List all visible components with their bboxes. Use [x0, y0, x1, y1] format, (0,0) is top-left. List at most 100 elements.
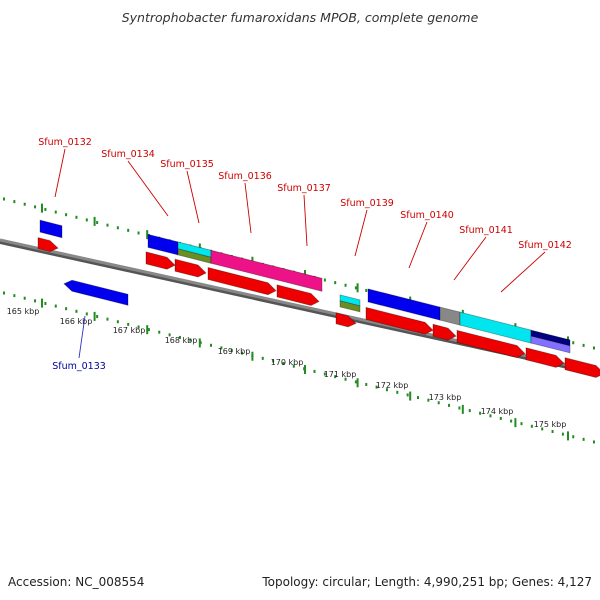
lower-tick-minor — [210, 343, 212, 347]
upper-tick-minor — [13, 200, 16, 204]
lower-tick-minor — [147, 328, 150, 332]
scale-label: 165 kbp — [7, 307, 40, 316]
lower-tick-major — [251, 351, 254, 361]
upper-tick-minor — [572, 341, 575, 345]
upper-tick-minor — [354, 286, 357, 290]
lower-tick-minor — [3, 291, 5, 295]
lower-tick-minor — [458, 406, 461, 410]
lower-tick-minor — [272, 359, 275, 363]
feature-block-blue — [39, 219, 63, 239]
lower-tick-minor — [168, 333, 171, 337]
lower-tick-major — [198, 338, 201, 348]
lower-tick-minor — [220, 346, 223, 350]
leader-line — [127, 160, 169, 217]
leader-line — [354, 209, 368, 257]
upper-tick-minor — [54, 210, 57, 214]
scale-label: 168 kbp — [165, 336, 198, 345]
genome-summary: Topology: circular; Length: 4,990,251 bp… — [261, 575, 592, 589]
lower-tick-minor — [230, 349, 233, 353]
cds-arrow-red — [174, 258, 207, 278]
lower-tick-minor — [365, 382, 368, 386]
leader-line — [186, 170, 200, 224]
upper-tick-minor — [106, 223, 109, 227]
map-title: Syntrophobacter fumaroxidans MPOB, compl… — [122, 10, 479, 25]
scale-label: 174 kbp — [481, 407, 514, 416]
gene-labels: Sfum_0132 Sfum_0133 Sfum_0134 Sfum_0135 Sfum… — [38, 137, 572, 372]
cds-arrow-red — [525, 347, 565, 368]
lower-tick-minor — [520, 422, 523, 426]
upper-tick-minor — [23, 202, 26, 206]
gene-label-sfum-0140[interactable]: Sfum_0140 — [400, 210, 454, 221]
upper-tick-major — [93, 216, 96, 226]
lower-tick-minor — [75, 309, 78, 313]
lower-tick-minor — [479, 411, 482, 415]
lower-tick-major — [461, 404, 464, 414]
lower-tick-minor — [468, 409, 471, 413]
cds-arrow-red — [276, 284, 320, 306]
gene-label-sfum-0137[interactable]: Sfum_0137 — [277, 183, 331, 194]
leader-line — [244, 182, 252, 234]
leader-line — [78, 315, 86, 359]
scale-label: 173 kbp — [429, 393, 462, 402]
lower-tick-minor — [334, 375, 337, 379]
cds-arrow-red — [432, 323, 457, 341]
gene-label-sfum-0141[interactable]: Sfum_0141 — [459, 225, 513, 236]
gene-label-sfum-0135[interactable]: Sfum_0135 — [160, 159, 214, 170]
gene-label-sfum-0134[interactable]: Sfum_0134 — [101, 149, 155, 160]
cds-arrow-red — [207, 266, 277, 296]
feature-block-olive — [339, 300, 361, 313]
upper-tick-minor — [3, 197, 5, 201]
cds-arrow-red — [456, 329, 526, 358]
upper-tick-major — [41, 203, 43, 213]
upper-tick-minor — [85, 218, 88, 222]
cds-arrow-red — [335, 312, 357, 328]
leader-line — [54, 148, 66, 198]
lower-tick-minor — [65, 307, 68, 311]
upper-tick-major — [356, 283, 359, 293]
scale-label: 166 kbp — [60, 317, 93, 326]
lower-tick-minor — [417, 396, 419, 400]
lower-tick-minor — [158, 330, 161, 334]
lower-tick-minor — [541, 427, 544, 431]
lower-tick-minor — [385, 388, 388, 392]
lower-tick-minor — [489, 414, 492, 418]
leader-line — [500, 251, 546, 293]
gene-label-sfum-0132[interactable]: Sfum_0132 — [38, 137, 92, 148]
lower-tick-minor — [178, 335, 181, 339]
lower-tick-minor — [437, 401, 440, 405]
lower-tick-minor — [582, 437, 585, 441]
lower-tick-minor — [241, 351, 244, 355]
lower-tick-minor — [561, 432, 564, 436]
upper-tick-minor — [65, 213, 68, 217]
lower-tick-minor — [448, 403, 451, 407]
lower-tick-minor — [592, 440, 595, 444]
gene-features — [37, 219, 600, 378]
gene-label-sfum-0142[interactable]: Sfum_0142 — [518, 240, 572, 251]
lower-tick-minor — [313, 369, 316, 373]
gene-block-pink — [210, 249, 323, 292]
lower-tick-minor — [116, 320, 119, 324]
scale-label: 171 kbp — [324, 370, 357, 379]
upper-tick-minor — [116, 226, 119, 230]
lower-tick-minor — [261, 356, 264, 360]
scale-label: 172 kbp — [376, 381, 409, 390]
lower-tick-minor — [344, 377, 347, 381]
gene-label-sfum-0133[interactable]: Sfum_0133 — [52, 361, 106, 372]
lower-tick-minor — [54, 304, 57, 308]
leader-line — [408, 221, 428, 269]
lower-tick-major — [356, 378, 359, 388]
lower-tick-minor — [137, 325, 140, 329]
upper-tick-minor — [96, 221, 99, 225]
lower-tick-major — [567, 431, 569, 441]
gene-label-sfum-0136[interactable]: Sfum_0136 — [218, 171, 272, 182]
cds-arrow-red — [145, 251, 176, 270]
upper-tick-minor — [34, 205, 37, 209]
gene-label-sfum-0139[interactable]: Sfum_0139 — [340, 198, 394, 209]
lower-tick-minor — [34, 299, 37, 303]
lower-tick-minor — [375, 385, 378, 389]
upper-tick-minor — [582, 343, 585, 347]
lower-tick-minor — [106, 317, 109, 321]
scale-label: 170 kbp — [271, 358, 304, 367]
lower-tick-minor — [499, 416, 502, 420]
lower-tick-minor — [572, 435, 575, 439]
